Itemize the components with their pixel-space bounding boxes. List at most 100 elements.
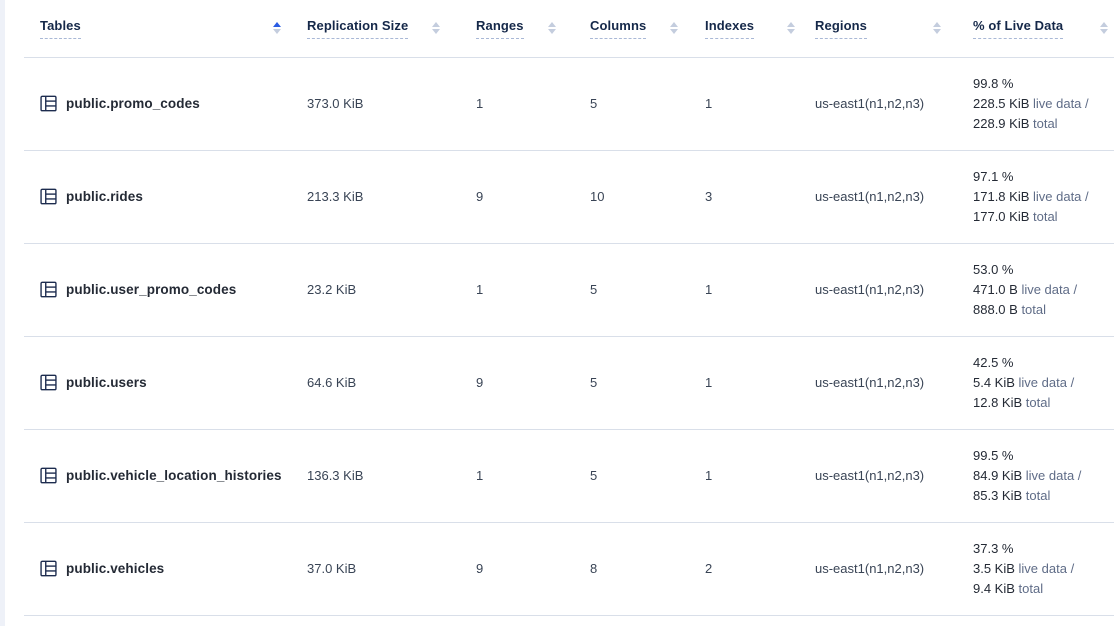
column-header-inner: Tables <box>40 18 295 39</box>
tables-section: Tables Replication Size Ranges Columns Index… <box>24 0 1114 616</box>
live-data-value: 228.5 KiB <box>973 95 1030 111</box>
live-data-percent: 42.5 % <box>973 354 1014 370</box>
replication-size-cell: 136.3 KiB <box>295 429 462 523</box>
column-header-replication-size[interactable]: Replication Size <box>295 0 462 58</box>
sort-icon[interactable] <box>787 22 795 35</box>
total-data-value: 228.9 KiB <box>973 115 1030 131</box>
sort-icon[interactable] <box>1100 22 1108 35</box>
column-header-inner: Ranges <box>476 18 576 39</box>
total-data-suffix: total <box>1022 394 1051 410</box>
live-data-value: 84.9 KiB <box>973 467 1023 483</box>
table-name-link[interactable]: public.users <box>66 375 147 390</box>
column-label[interactable]: % of Live Data <box>973 18 1064 39</box>
sort-icon[interactable] <box>548 22 556 35</box>
live-data-detail: 42.5 % 5.4 KiB live data /12.8 KiB total <box>973 353 1114 413</box>
table-name-cell: public.rides <box>24 150 295 244</box>
indexes-cell: 1 <box>692 336 803 430</box>
column-label[interactable]: Regions <box>815 18 867 39</box>
sort-up-arrow <box>1100 22 1108 28</box>
live-data-cell: 99.8 % 228.5 KiB live data /228.9 KiB tot… <box>955 57 1114 151</box>
indexes-cell: 3 <box>692 150 803 244</box>
sort-down-arrow <box>273 29 281 35</box>
regions-cell: us-east1(n1,n2,n3) <box>803 429 955 523</box>
live-data-value: 171.8 KiB <box>973 188 1030 204</box>
sort-icon[interactable] <box>670 22 678 35</box>
live-data-cell: 53.0 % 471.0 B live data /888.0 B total <box>955 243 1114 337</box>
ranges-cell: 1 <box>462 429 576 523</box>
columns-cell: 5 <box>576 57 692 151</box>
sort-up-arrow <box>670 22 678 28</box>
column-header-regions[interactable]: Regions <box>803 0 955 58</box>
column-header-of-live-data[interactable]: % of Live Data <box>955 0 1114 58</box>
table-name-cell: public.vehicle_location_histories <box>24 429 295 523</box>
ranges-cell: 9 <box>462 336 576 430</box>
table-name-link[interactable]: public.rides <box>66 189 143 204</box>
table-name-link[interactable]: public.user_promo_codes <box>66 282 237 297</box>
live-data-percent: 37.3 % <box>973 540 1014 556</box>
total-data-line: 85.3 KiB total <box>973 486 1114 506</box>
indexes-cell: 1 <box>692 57 803 151</box>
regions-cell: us-east1(n1,n2,n3) <box>803 336 955 430</box>
live-data-detail: 99.8 % 228.5 KiB live data /228.9 KiB tot… <box>973 74 1114 134</box>
table-row: public.users 64.6 KiB 9 5 1 us-east1(n1,n2,n3… <box>24 336 1114 430</box>
column-header-inner: Indexes <box>705 18 803 39</box>
live-data-value: 5.4 KiB <box>973 374 1015 390</box>
table-icon <box>40 374 57 391</box>
column-label[interactable]: Ranges <box>476 18 524 39</box>
column-header-inner: Replication Size <box>307 18 462 39</box>
column-header-inner: % of Live Data <box>973 18 1114 39</box>
column-label[interactable]: Tables <box>40 18 81 39</box>
indexes-cell: 1 <box>692 243 803 337</box>
table-name-link[interactable]: public.vehicles <box>66 561 165 576</box>
live-data-line: 228.5 KiB live data / <box>973 94 1114 114</box>
sort-down-arrow <box>432 29 440 35</box>
live-data-line: 471.0 B live data / <box>973 280 1114 300</box>
live-data-suffix: live data / <box>1022 467 1082 483</box>
live-data-detail: 99.5 % 84.9 KiB live data /85.3 KiB total <box>973 446 1114 506</box>
table-name-wrap: public.users <box>40 374 295 391</box>
live-data-line: 3.5 KiB live data / <box>973 559 1114 579</box>
total-data-line: 228.9 KiB total <box>973 114 1114 134</box>
column-header-columns[interactable]: Columns <box>576 0 692 58</box>
column-label[interactable]: Indexes <box>705 18 755 39</box>
live-data-cell: 99.5 % 84.9 KiB live data /85.3 KiB total <box>955 429 1114 523</box>
live-data-line: 84.9 KiB live data / <box>973 466 1114 486</box>
sort-down-arrow <box>548 29 556 35</box>
ranges-cell: 1 <box>462 243 576 337</box>
column-label[interactable]: Columns <box>590 18 647 39</box>
column-header-tables[interactable]: Tables <box>24 0 295 58</box>
live-data-percent: 97.1 % <box>973 168 1014 184</box>
total-data-value: 9.4 KiB <box>973 580 1015 596</box>
regions-cell: us-east1(n1,n2,n3) <box>803 150 955 244</box>
sort-icon[interactable] <box>933 22 941 35</box>
ranges-cell: 9 <box>462 150 576 244</box>
total-data-value: 12.8 KiB <box>973 394 1023 410</box>
total-data-value: 177.0 KiB <box>973 208 1030 224</box>
sort-up-arrow <box>548 22 556 28</box>
table-name-wrap: public.vehicles <box>40 560 295 577</box>
table-name-link[interactable]: public.promo_codes <box>66 96 200 111</box>
table-name-cell: public.vehicles <box>24 522 295 616</box>
live-data-value: 471.0 B <box>973 281 1018 297</box>
column-header-indexes[interactable]: Indexes <box>692 0 803 58</box>
column-header-ranges[interactable]: Ranges <box>462 0 576 58</box>
total-data-line: 12.8 KiB total <box>973 393 1114 413</box>
sort-down-arrow <box>1100 29 1108 35</box>
regions-cell: us-east1(n1,n2,n3) <box>803 243 955 337</box>
table-row: public.vehicles 37.0 KiB 9 8 2 us-east1(n1,n2… <box>24 522 1114 616</box>
sort-icon[interactable] <box>432 22 440 35</box>
total-data-line: 888.0 B total <box>973 300 1114 320</box>
table-row: public.vehicle_location_histories 136.3 K… <box>24 429 1114 523</box>
table-icon <box>40 281 57 298</box>
sort-up-arrow <box>432 22 440 28</box>
table-name-link[interactable]: public.vehicle_location_histories <box>66 468 282 483</box>
columns-cell: 5 <box>576 429 692 523</box>
ranges-cell: 9 <box>462 522 576 616</box>
column-label[interactable]: Replication Size <box>307 18 409 39</box>
table-name-wrap: public.promo_codes <box>40 95 295 112</box>
columns-cell: 10 <box>576 150 692 244</box>
sort-icon-ascending-active[interactable] <box>273 22 281 35</box>
table-name-cell: public.promo_codes <box>24 57 295 151</box>
total-data-line: 177.0 KiB total <box>973 207 1114 227</box>
sort-up-arrow <box>933 22 941 28</box>
